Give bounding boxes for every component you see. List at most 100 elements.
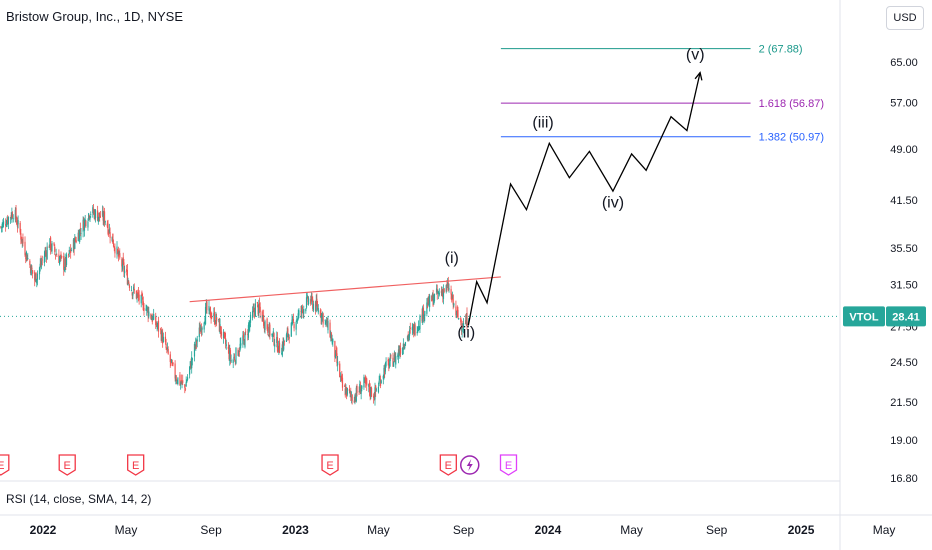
candle-body [465, 315, 467, 326]
candle-body [377, 386, 380, 393]
candle-body [417, 326, 420, 328]
candle-body [346, 387, 348, 397]
candle-body [379, 378, 381, 380]
candle-body [374, 387, 376, 400]
candle-body [180, 380, 182, 384]
candle-body [383, 367, 385, 379]
candle-body [382, 375, 384, 379]
candle-body [388, 363, 391, 367]
candle-body [446, 284, 448, 286]
wave-label: (v) [686, 47, 705, 64]
candle-body [451, 295, 453, 301]
candle-body [235, 347, 237, 364]
candle-body [116, 246, 118, 255]
candle-body [180, 383, 182, 384]
candle-body [244, 332, 246, 348]
candle-body [31, 267, 33, 270]
earnings-marker[interactable]: E [321, 454, 339, 476]
candle-body [184, 384, 186, 388]
candle-body [16, 221, 18, 225]
candle-body [147, 308, 149, 317]
candle-body [153, 313, 155, 320]
candle-body [441, 291, 443, 296]
candle-body [36, 273, 39, 280]
candle-body [361, 385, 363, 389]
candle-body [364, 376, 366, 383]
candle-body [175, 379, 178, 381]
candle-body [467, 324, 469, 326]
time-tick-label: May [115, 523, 138, 537]
earnings-marker-upcoming[interactable]: E [499, 454, 518, 476]
candle-body [398, 349, 400, 354]
indicator-legend[interactable]: RSI (14, close, SMA, 14, 2) [6, 492, 152, 506]
candle-body [456, 310, 458, 313]
candle-body [26, 254, 28, 262]
candle-body [225, 338, 227, 345]
candle-body [25, 257, 27, 259]
price-tag-bg [886, 306, 926, 327]
candle-body [22, 237, 24, 244]
candle-body [133, 288, 135, 291]
candle-body [277, 349, 279, 352]
candle-body [65, 254, 68, 265]
currency-button[interactable]: USD [886, 6, 924, 30]
candle-body [366, 378, 368, 386]
dividend-marker[interactable] [460, 455, 480, 475]
price-axis[interactable]: 65.0057.0049.0041.5035.5031.5027.5024.50… [890, 57, 918, 485]
candle-body [123, 262, 125, 272]
candle-body [49, 238, 51, 248]
time-axis[interactable]: 2022 May Sep 2023 May Sep 2024 May Sep 2025 May [30, 523, 896, 537]
candle-body [83, 220, 86, 231]
candle-body [359, 386, 362, 394]
candle-body [291, 319, 293, 324]
earnings-marker[interactable]: E [58, 454, 76, 476]
candle-body [395, 356, 397, 365]
candle-body [155, 322, 158, 327]
candle-body [424, 311, 426, 316]
candle-body [227, 346, 229, 349]
candle-body [306, 295, 308, 297]
candle-body [312, 299, 314, 309]
candle-body [171, 359, 173, 363]
candle-body [128, 285, 131, 288]
candle-body [433, 299, 435, 305]
candle-body [393, 361, 395, 367]
candle-body [267, 326, 269, 333]
earnings-marker[interactable]: E [0, 454, 10, 476]
candle-body [237, 349, 239, 356]
candle-body [331, 339, 333, 343]
candle-body [350, 392, 352, 395]
candle-body [460, 318, 462, 323]
candle-body [259, 306, 261, 313]
candle-body [243, 339, 245, 345]
candle-body [166, 347, 168, 349]
candle-body [353, 400, 355, 403]
price-tick-label: 49.00 [890, 144, 918, 156]
wave-projection-path[interactable] [467, 72, 701, 326]
candle-body [150, 313, 152, 319]
resistance-trendline[interactable] [189, 276, 501, 303]
earnings-marker[interactable]: E [127, 454, 145, 476]
candle-body [94, 211, 96, 220]
last-price-tag[interactable]: VTOL 28.41 [843, 306, 926, 327]
candle-body [351, 394, 353, 401]
candle-body [413, 324, 416, 333]
candle-body [40, 260, 42, 265]
candle-body [330, 333, 333, 341]
candle-body [406, 336, 409, 340]
candle-body [387, 359, 389, 362]
candle-body [61, 255, 63, 258]
candle-body [324, 320, 326, 322]
candle-body [432, 293, 434, 306]
candle-body [390, 355, 392, 357]
earnings-marker[interactable]: E [439, 454, 457, 476]
candle-body [325, 321, 327, 323]
candle-body [67, 254, 70, 256]
candle-body [122, 257, 124, 264]
candle-body [303, 309, 305, 314]
candle-body [437, 291, 439, 293]
candle-body [403, 346, 405, 348]
candle-body [101, 211, 104, 216]
candle-body [336, 353, 338, 364]
